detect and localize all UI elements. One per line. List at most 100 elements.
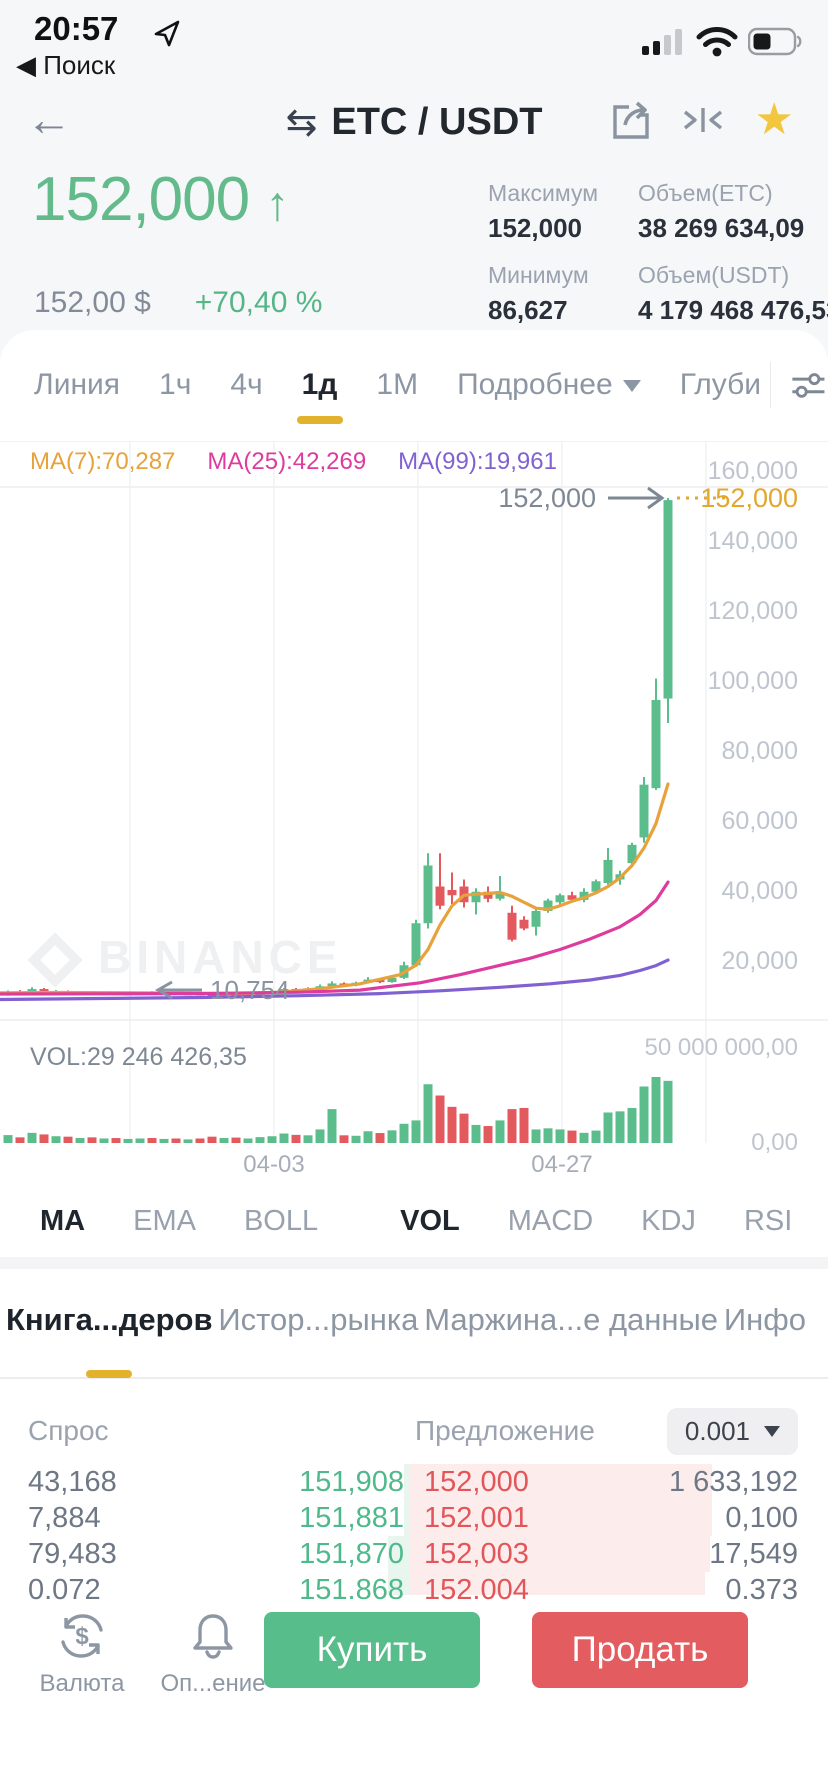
bid-header: Спрос	[28, 1415, 109, 1446]
bid-price[interactable]: 151,870	[299, 1537, 404, 1570]
indicator-tab-BOLL[interactable]: BOLL	[243, 1204, 319, 1237]
svg-text:50 000 000,00: 50 000 000,00	[645, 1034, 798, 1061]
svg-text:$: $	[75, 1623, 89, 1650]
indicator-tab-RSI[interactable]: RSI	[743, 1204, 793, 1237]
market-stats: Максимум 152,000 Объем(ETC) 38 269 634,09 …	[488, 180, 828, 326]
bid-amount: 43,168	[28, 1465, 117, 1498]
chevron-down-icon	[764, 1425, 780, 1437]
price-up-arrow-icon: ↑	[265, 178, 289, 231]
bid-depth-bar	[388, 1536, 410, 1572]
active-tab-underline	[296, 416, 343, 424]
stat-low: Минимум 86,627	[488, 262, 589, 325]
orderbook-row[interactable]: 43,168 151,908 152,000 1 633,192	[0, 1464, 828, 1500]
svg-text:80,000: 80,000	[722, 737, 798, 765]
ask-header: Предложение	[415, 1415, 595, 1446]
svg-text:152,000: 152,000	[700, 483, 798, 513]
ask-price[interactable]: 152,003	[424, 1537, 529, 1570]
statusbar-right-icons	[642, 26, 806, 58]
bid-price[interactable]: 151.868	[299, 1573, 404, 1606]
ask-price[interactable]: 152,000	[424, 1465, 529, 1498]
bid-depth-bar	[404, 1500, 410, 1536]
indicator-tab-MA[interactable]: MA	[40, 1204, 86, 1237]
chart-card: Линия 1ч 4ч 1д 1М Подробнее Глубин MA(7):70,28…	[0, 330, 828, 1792]
ask-amount: 0.373	[725, 1573, 798, 1606]
indicator-tab-VOL[interactable]: VOL	[400, 1204, 460, 1237]
indicator-tab-KDJ[interactable]: KDJ	[641, 1204, 696, 1237]
indicator-tab-MACD[interactable]: MACD	[507, 1204, 594, 1237]
candlestick-chart[interactable]: BINANCE 152,000 152,000 10,754 160,000 140,00…	[0, 440, 828, 1183]
svg-text:0,00: 0,00	[751, 1129, 798, 1156]
compare-align-icon[interactable]	[681, 100, 725, 140]
share-icon[interactable]	[611, 99, 651, 141]
svg-text:VOL:29 246 426,35: VOL:29 246 426,35	[30, 1043, 247, 1071]
pair-header: ⇆ ETC / USDT	[0, 100, 828, 145]
tab-Истор...рынка[interactable]: Истор...рынка	[218, 1302, 419, 1337]
tab-Книга...деров[interactable]: Книга...деров	[6, 1302, 213, 1378]
bid-depth-bar	[388, 1572, 410, 1595]
indicator-tab-EMA[interactable]: EMA	[133, 1204, 196, 1237]
ask-depth-bar	[410, 1500, 713, 1536]
svg-text:100,000: 100,000	[708, 667, 798, 695]
indicator-tabs: MA EMA BOLL VOL MACD KDJ RSI	[0, 1185, 828, 1257]
location-arrow-icon	[154, 20, 180, 47]
orderbook-row[interactable]: 0.072 151.868 152.004 0.373	[0, 1572, 828, 1608]
back-button[interactable]: ←	[26, 96, 72, 142]
bid-amount: 79,483	[28, 1537, 117, 1570]
sell-button[interactable]: Продать	[532, 1612, 748, 1688]
timeframe-tab-1ч[interactable]: 1ч	[159, 368, 192, 401]
stat-high: Максимум 152,000	[488, 180, 599, 243]
last-price: 152,000 ↑	[32, 165, 289, 234]
svg-text:10,754: 10,754	[210, 975, 290, 1005]
currency-label: Валюта	[39, 1670, 125, 1697]
orderbook-rows: 43,168 151,908 152,000 1 633,192 7,884 151,88…	[0, 1464, 828, 1608]
battery-icon	[748, 27, 802, 56]
timeframe-tabs: Линия 1ч 4ч 1д 1М Подробнее Глубин	[0, 354, 828, 424]
fiat-price: 152,00 $	[34, 286, 151, 319]
precision-value: 0.001	[684, 1415, 750, 1446]
ask-amount: 1 633,192	[668, 1465, 798, 1498]
action-bar: $ Валюта Оп...ение Купить Продать	[0, 1600, 828, 1730]
ma-legend-item: MA(7):70,287	[30, 448, 176, 475]
cellular-signal-icon	[642, 29, 682, 55]
timeframe-tab-1М[interactable]: 1М	[376, 368, 419, 401]
currency-toggle[interactable]: $ Валюта	[39, 1610, 125, 1698]
timeframe-tab-4ч[interactable]: 4ч	[230, 368, 263, 401]
tab-Инфо[interactable]: Инфо	[723, 1302, 806, 1337]
bid-price[interactable]: 151,908	[299, 1465, 404, 1498]
orderbook-row[interactable]: 7,884 151,881 152,001 0,100	[0, 1500, 828, 1536]
orderbook-row[interactable]: 79,483 151,870 152,003 17,549	[0, 1536, 828, 1572]
tab-Маржина...е данные[interactable]: Маржина...е данные	[424, 1302, 719, 1337]
bid-price[interactable]: 151,881	[299, 1501, 404, 1534]
svg-text:152,000: 152,000	[498, 483, 596, 513]
precision-dropdown[interactable]: 0.001	[666, 1407, 798, 1455]
buy-button[interactable]: Купить	[264, 1612, 480, 1688]
ask-amount: 0,100	[725, 1501, 798, 1534]
timeframe-tab-Подробнее[interactable]: Подробнее	[457, 368, 641, 402]
chart-settings-icon[interactable]	[789, 365, 828, 405]
ma-legend-item: MA(25):42,269	[207, 448, 367, 475]
ask-price[interactable]: 152,001	[424, 1501, 529, 1534]
return-to-app-breadcrumb[interactable]: ◀ Поиск	[16, 50, 115, 81]
favorite-star-icon[interactable]: ★	[754, 95, 794, 144]
ask-amount: 17,549	[709, 1537, 798, 1570]
ask-price[interactable]: 152.004	[424, 1573, 529, 1606]
ask-depth-bar	[410, 1572, 705, 1595]
timeframe-tab-Линия[interactable]: Линия	[34, 368, 121, 401]
back-chevron-icon: ◀	[16, 50, 36, 80]
bell-icon	[193, 1614, 233, 1659]
bid-amount: 7,884	[28, 1501, 101, 1534]
pair-title: ETC / USDT	[331, 101, 543, 143]
back-arrow-icon: ←	[26, 93, 72, 145]
swap-pair-icon[interactable]: ⇆	[285, 102, 318, 144]
wifi-icon	[696, 27, 738, 57]
back-app-label: Поиск	[43, 50, 116, 80]
alerts-button[interactable]: Оп...ение	[160, 1610, 266, 1698]
timeframe-tab-1д[interactable]: 1д	[296, 368, 343, 424]
currency-exchange-icon: $	[61, 1614, 103, 1658]
svg-text:04-03: 04-03	[243, 1151, 304, 1178]
svg-text:60,000: 60,000	[722, 807, 798, 835]
svg-text:160,000: 160,000	[708, 457, 798, 485]
timeframe-tab-Глубин[interactable]: Глубин	[679, 368, 763, 401]
svg-text:04-27: 04-27	[531, 1151, 592, 1178]
svg-text:120,000: 120,000	[708, 597, 798, 625]
